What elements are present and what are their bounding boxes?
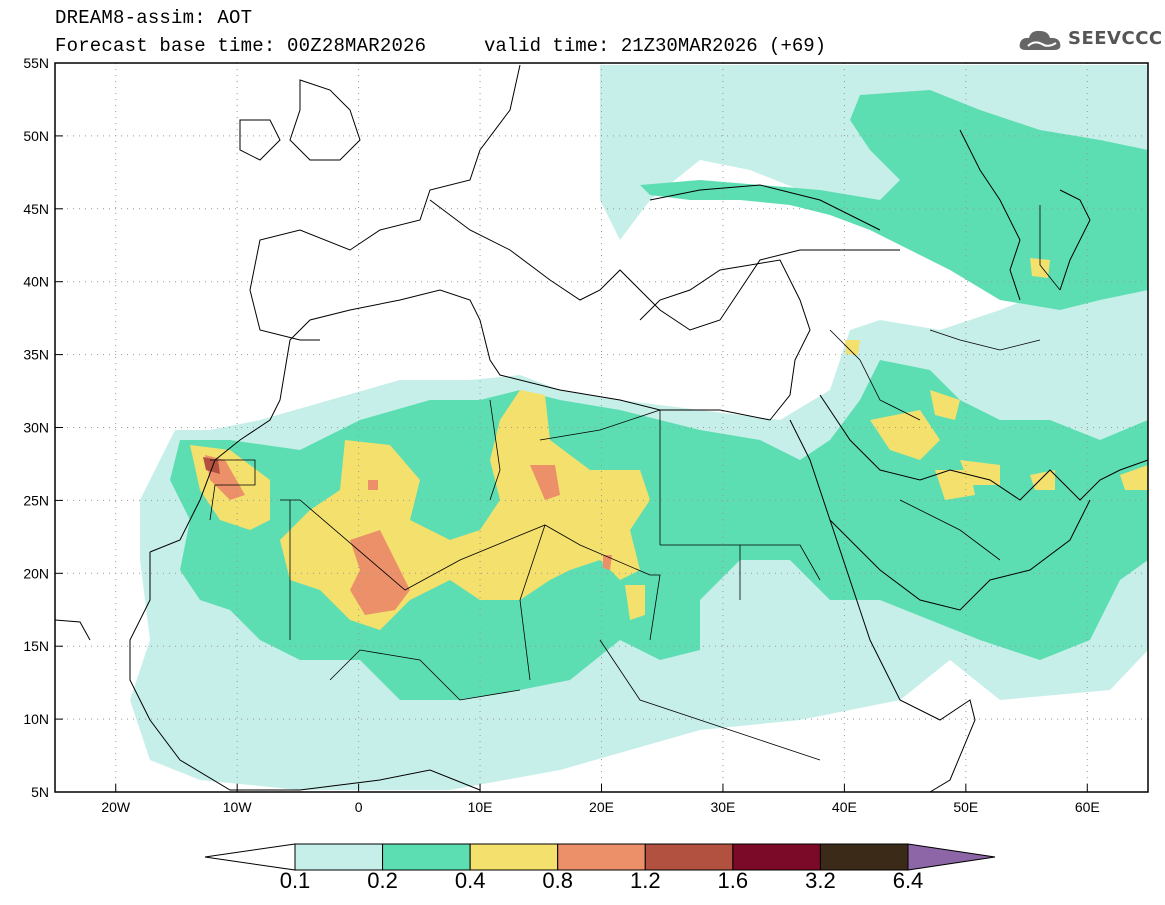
lat-tick-label: 5N	[31, 784, 49, 800]
colorbar-box	[557, 843, 646, 871]
lat-tick-label: 15N	[23, 638, 49, 654]
country-borders	[209, 205, 1061, 761]
colorbar	[204, 843, 996, 871]
lon-tick-label: 0	[355, 799, 363, 815]
colorbar-box	[294, 843, 384, 871]
lon-tick-label: 50E	[953, 799, 978, 815]
lon-tick-label: 20E	[589, 799, 614, 815]
lat-tick-label: 40N	[23, 274, 49, 290]
aot-level-1.2	[203, 457, 220, 474]
lon-tick-label: 30E	[710, 799, 735, 815]
colorbar-label: 0.8	[542, 868, 573, 893]
lat-lon-grid	[55, 63, 1148, 792]
lat-tick-label: 35N	[23, 347, 49, 363]
lat-tick-label: 10N	[23, 711, 49, 727]
seevccc-logo	[1018, 26, 1158, 56]
lon-tick-label: 10E	[468, 799, 493, 815]
lon-tick-label: 20W	[101, 799, 131, 815]
colorbar-box	[469, 843, 559, 871]
lon-tick-label: 60E	[1075, 799, 1100, 815]
colorbar-box	[732, 843, 821, 871]
valid-time: valid time: 21Z30MAR2026 (+69)	[484, 35, 827, 57]
map-axes: 20W 10W 0 10E 20E 30E 40E 50E 60E 5N 10N 15N 20N 25N 3…	[23, 55, 1099, 815]
colorbar-label: 1.6	[717, 868, 749, 893]
lon-tick-label: 10W	[223, 799, 253, 815]
lat-tick-label: 55N	[23, 55, 49, 71]
colorbar-label: 1.2	[629, 868, 661, 893]
colorbar-box	[382, 843, 471, 871]
colorbar-label: 3.2	[805, 868, 836, 893]
lon-tick-label: 40E	[832, 799, 857, 815]
lat-tick-label: 50N	[23, 128, 49, 144]
colorbar-label: 0.2	[367, 868, 398, 893]
colorbar-above-arrow	[907, 843, 996, 871]
coastlines	[54, 64, 1149, 793]
colorbar-box	[819, 843, 909, 871]
colorbar-label: 0.1	[279, 868, 311, 893]
aot-field-layer	[130, 65, 1148, 790]
colorbar-below-arrow	[204, 843, 296, 871]
map-title: DREAM8-assim: AOT	[55, 7, 253, 29]
lat-tick-label: 45N	[23, 201, 49, 217]
cloud-icon	[1019, 30, 1061, 50]
colorbar-box	[644, 843, 734, 871]
lat-tick-label: 30N	[23, 420, 49, 436]
lat-tick-label: 20N	[23, 565, 49, 581]
forecast-base-time: Forecast base time: 00Z28MAR2026	[55, 35, 427, 57]
lat-tick-label: 25N	[23, 492, 49, 508]
colorbar-label: 6.4	[892, 868, 924, 893]
logo-text: SEEVCCC	[1068, 28, 1163, 49]
colorbar-label: 0.4	[454, 868, 486, 893]
